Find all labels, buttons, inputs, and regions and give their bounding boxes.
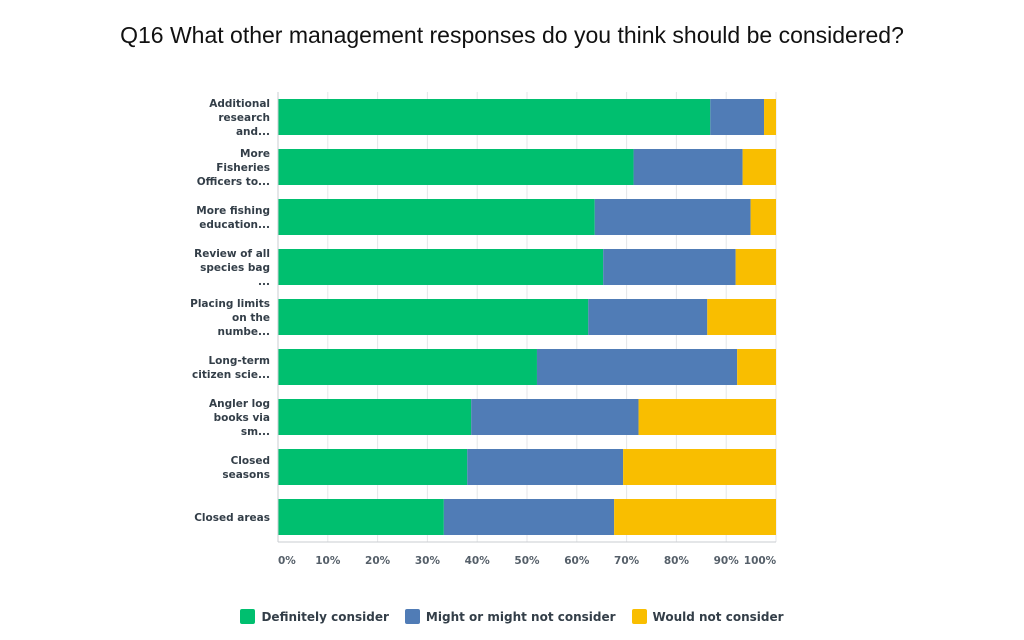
- category-label: Angler log books via sm...: [209, 398, 270, 438]
- legend-swatch: [240, 609, 256, 624]
- bar-segment: [742, 149, 776, 185]
- category-label: Placing limits on the numbe...: [190, 298, 270, 338]
- bar-segment: [278, 199, 595, 235]
- bar-segment: [278, 499, 444, 535]
- bar-segment: [633, 149, 743, 185]
- x-tick-label: 70%: [614, 555, 640, 567]
- legend-swatch: [631, 609, 647, 624]
- bar-segment: [278, 99, 711, 135]
- bar-segment: [594, 199, 751, 235]
- x-tick-label: 50%: [514, 555, 540, 567]
- category-label: Long-term citizen scie...: [192, 355, 270, 381]
- category-label: Review of all species bag...: [194, 248, 270, 288]
- bar-segment: [536, 349, 738, 385]
- bar-segment: [278, 399, 472, 435]
- legend-item: Would not consider: [631, 609, 784, 624]
- bar-segment: [735, 249, 776, 285]
- bar-segment: [278, 299, 589, 335]
- x-tick-label: 60%: [564, 555, 590, 567]
- legend-label: Would not consider: [652, 609, 784, 624]
- legend-swatch: [404, 609, 420, 624]
- bar-segment: [588, 299, 708, 335]
- bar-segment: [278, 249, 604, 285]
- bar-segment: [278, 149, 634, 185]
- x-tick-label: 10%: [315, 555, 341, 567]
- category-label: More Fisheries Officers to...: [197, 148, 270, 188]
- x-tick-label: 100%: [744, 555, 777, 567]
- bar-segment: [623, 449, 776, 485]
- bar-segment: [707, 299, 776, 335]
- bar-segment: [278, 349, 537, 385]
- bar-segment: [443, 499, 615, 535]
- legend-label: Definitely consider: [261, 609, 389, 624]
- bar-segment: [750, 199, 776, 235]
- x-tick-label: 80%: [664, 555, 690, 567]
- bar-segment: [471, 399, 639, 435]
- chart-legend: Definitely consider Might or might not co…: [0, 609, 1024, 624]
- category-label: Additional research and...: [209, 98, 270, 138]
- bar-segment: [638, 399, 776, 435]
- x-tick-label: 20%: [365, 555, 391, 567]
- bar-segment: [467, 449, 624, 485]
- legend-item: Might or might not consider: [404, 609, 616, 624]
- bar-segment: [278, 449, 468, 485]
- bar-segment: [764, 99, 776, 135]
- x-tick-label: 0%: [278, 555, 296, 567]
- category-label: Closed seasons: [222, 455, 270, 481]
- x-tick-label: 90%: [714, 555, 740, 567]
- x-tick-label: 40%: [465, 555, 491, 567]
- legend-label: Might or might not consider: [425, 609, 616, 624]
- category-label: More fishing education...: [196, 205, 270, 231]
- bar-segment: [737, 349, 776, 385]
- category-label: Closed areas: [194, 512, 270, 524]
- legend-item: Definitely consider: [240, 609, 389, 624]
- bar-segment: [614, 499, 776, 535]
- x-tick-label: 30%: [415, 555, 441, 567]
- bar-segment: [603, 249, 736, 285]
- bar-segment: [710, 99, 765, 135]
- chart-title: Q16 What other management responses do y…: [120, 22, 904, 48]
